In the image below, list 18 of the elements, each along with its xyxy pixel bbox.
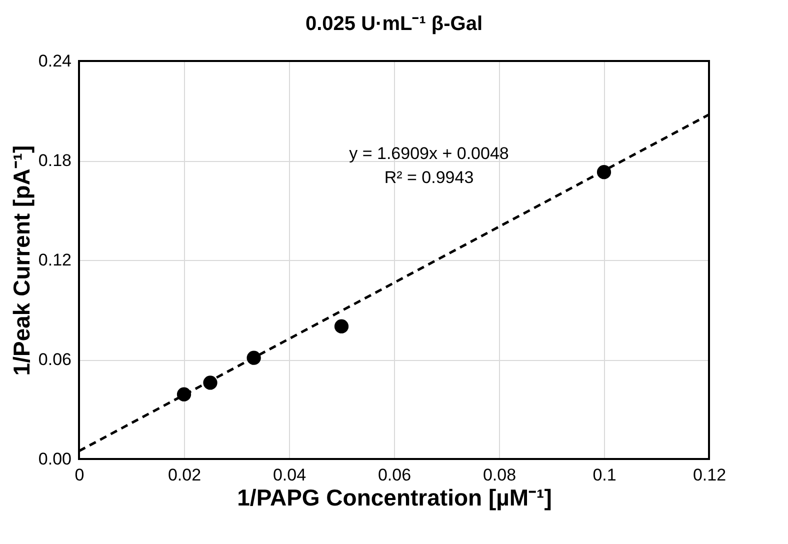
x-tick-label: 0.08 — [482, 466, 516, 484]
point — [334, 319, 349, 334]
y-tick-label: 0.24 — [38, 52, 72, 70]
x-tick-label: 0.1 — [592, 466, 616, 484]
y-tick-label: 0.12 — [38, 250, 72, 270]
annotation: R² = 0.9943 — [384, 168, 474, 187]
y-tick-label: 0.00 — [38, 450, 72, 468]
y-axis-title: 1/Peak Current [pA⁻¹] — [8, 145, 34, 376]
chart-title: 0.025 U·mL⁻¹ β-Gal — [305, 13, 483, 35]
x-tick-label: 0.02 — [168, 466, 202, 484]
annotation: y = 1.6909x + 0.0048 — [349, 144, 509, 163]
x-axis-title: 1/PAPG Concentration [µM⁻¹] — [237, 484, 552, 510]
x-tick-label: 0.12 — [692, 466, 726, 484]
y-tick-label: 0.18 — [38, 151, 72, 170]
y-tick-label: 0.06 — [38, 350, 72, 369]
x-tick-label: 0.06 — [378, 466, 412, 484]
x-tick-label: 0 — [74, 466, 84, 484]
x-tick-label: 0.04 — [272, 466, 306, 484]
